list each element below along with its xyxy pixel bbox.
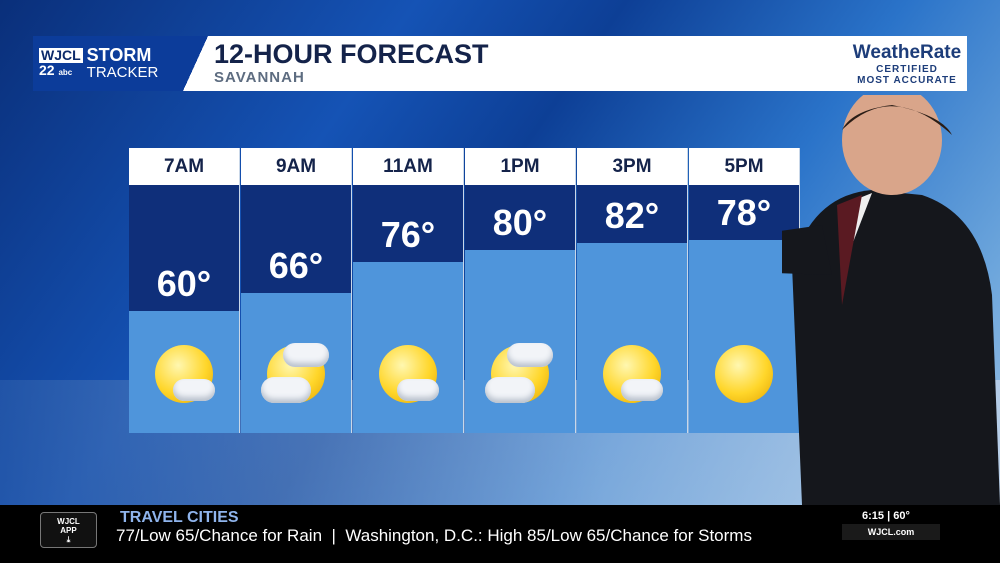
clock: 6:15: [862, 510, 885, 522]
app-line2: APP: [60, 526, 77, 535]
temperature: 82°: [604, 195, 660, 236]
forecast-column-11am: 11AM 76°: [353, 148, 464, 433]
sun-small-cloud-icon: [599, 341, 665, 407]
cloud: [283, 343, 329, 367]
cloud: [507, 343, 553, 367]
station-call: WJCL: [39, 46, 83, 63]
station-logo: WJCL 22 abc STORM TRACKER: [33, 36, 183, 91]
sun-small-cloud-icon: [151, 341, 217, 407]
temperature: 66°: [268, 245, 324, 286]
sponsor-line1: CERTIFIED: [876, 64, 938, 75]
forecast-column-3pm: 3PM 82°: [577, 148, 688, 433]
temp-band: 82°: [577, 185, 687, 433]
forecast-panel: 7AM 60° 9AM 66° 11AM 76° 1PM 80° 3PM 82°…: [129, 148, 801, 433]
sponsor-logo: WeatheRate CERTIFIED MOST ACCURATE: [847, 36, 967, 91]
partly-cloudy-icon: [485, 341, 553, 407]
temp-bar: 80°: [465, 185, 575, 250]
app-line1: WJCL: [57, 517, 80, 526]
forecast-column-1pm: 1PM 80°: [465, 148, 576, 433]
sun-icon: [711, 341, 777, 407]
hour-label: 3PM: [577, 148, 687, 185]
partly-cloudy-icon: [261, 341, 329, 407]
title-bar: WJCL 22 abc STORM TRACKER 12-HOUR FORECAST…: [33, 36, 967, 91]
news-ticker: WJCL APP ⤓ TRAVEL CITIES 77/Low 65/Chance …: [0, 505, 1000, 563]
cloud: [173, 379, 215, 401]
website: WJCL.com: [842, 524, 940, 540]
temp-band: 80°: [465, 185, 575, 433]
cloud: [261, 377, 311, 403]
temperature: 76°: [380, 214, 436, 255]
forecast-column-7am: 7AM 60°: [129, 148, 240, 433]
temp-bar: 76°: [353, 185, 463, 262]
brand-line1: STORM: [86, 44, 152, 65]
current-temp: 60°: [893, 510, 910, 522]
cloud: [621, 379, 663, 401]
temp-band: 76°: [353, 185, 463, 433]
cloud: [485, 377, 535, 403]
forecast-column-9am: 9AM 66°: [241, 148, 352, 433]
sponsor-name: WeatheRate: [852, 42, 962, 63]
hour-label: 11AM: [353, 148, 463, 185]
temp-bar: 82°: [577, 185, 687, 243]
temp-band: 66°: [241, 185, 351, 433]
location-label: SAVANNAH: [214, 69, 305, 86]
temp-band: 78°: [689, 185, 799, 433]
temperature: 80°: [492, 202, 548, 243]
download-icon: ⤓: [66, 535, 71, 544]
hour-label: 7AM: [129, 148, 239, 185]
cloud: [397, 379, 439, 401]
hour-label: 9AM: [241, 148, 351, 185]
page-title: 12-HOUR FORECAST: [214, 39, 489, 69]
ticker-category: TRAVEL CITIES: [120, 509, 239, 526]
temp-band: 60°: [129, 185, 239, 433]
temp-bar: 78°: [689, 185, 799, 240]
time-temp: 6:15 | 60°: [862, 510, 910, 522]
forecast-column-5pm: 5PM 78°: [689, 148, 800, 433]
station-number: 22: [39, 61, 55, 78]
app-download-button[interactable]: WJCL APP ⤓: [40, 512, 97, 548]
temperature: 78°: [716, 192, 772, 233]
temp-bar: 60°: [129, 185, 239, 311]
ticker-text: 77/Low 65/Chance for Rain | Washington, …: [116, 526, 752, 545]
hour-label: 5PM: [689, 148, 799, 185]
presenter: [782, 95, 1000, 505]
network-logo: abc: [58, 67, 73, 77]
hour-label: 1PM: [465, 148, 575, 185]
temperature: 60°: [156, 263, 212, 304]
temp-bar: 66°: [241, 185, 351, 293]
sun-small-cloud-icon: [375, 341, 441, 407]
sponsor-line2: MOST ACCURATE: [857, 75, 957, 86]
brand-line2: TRACKER: [86, 63, 159, 81]
divider: [183, 36, 208, 91]
